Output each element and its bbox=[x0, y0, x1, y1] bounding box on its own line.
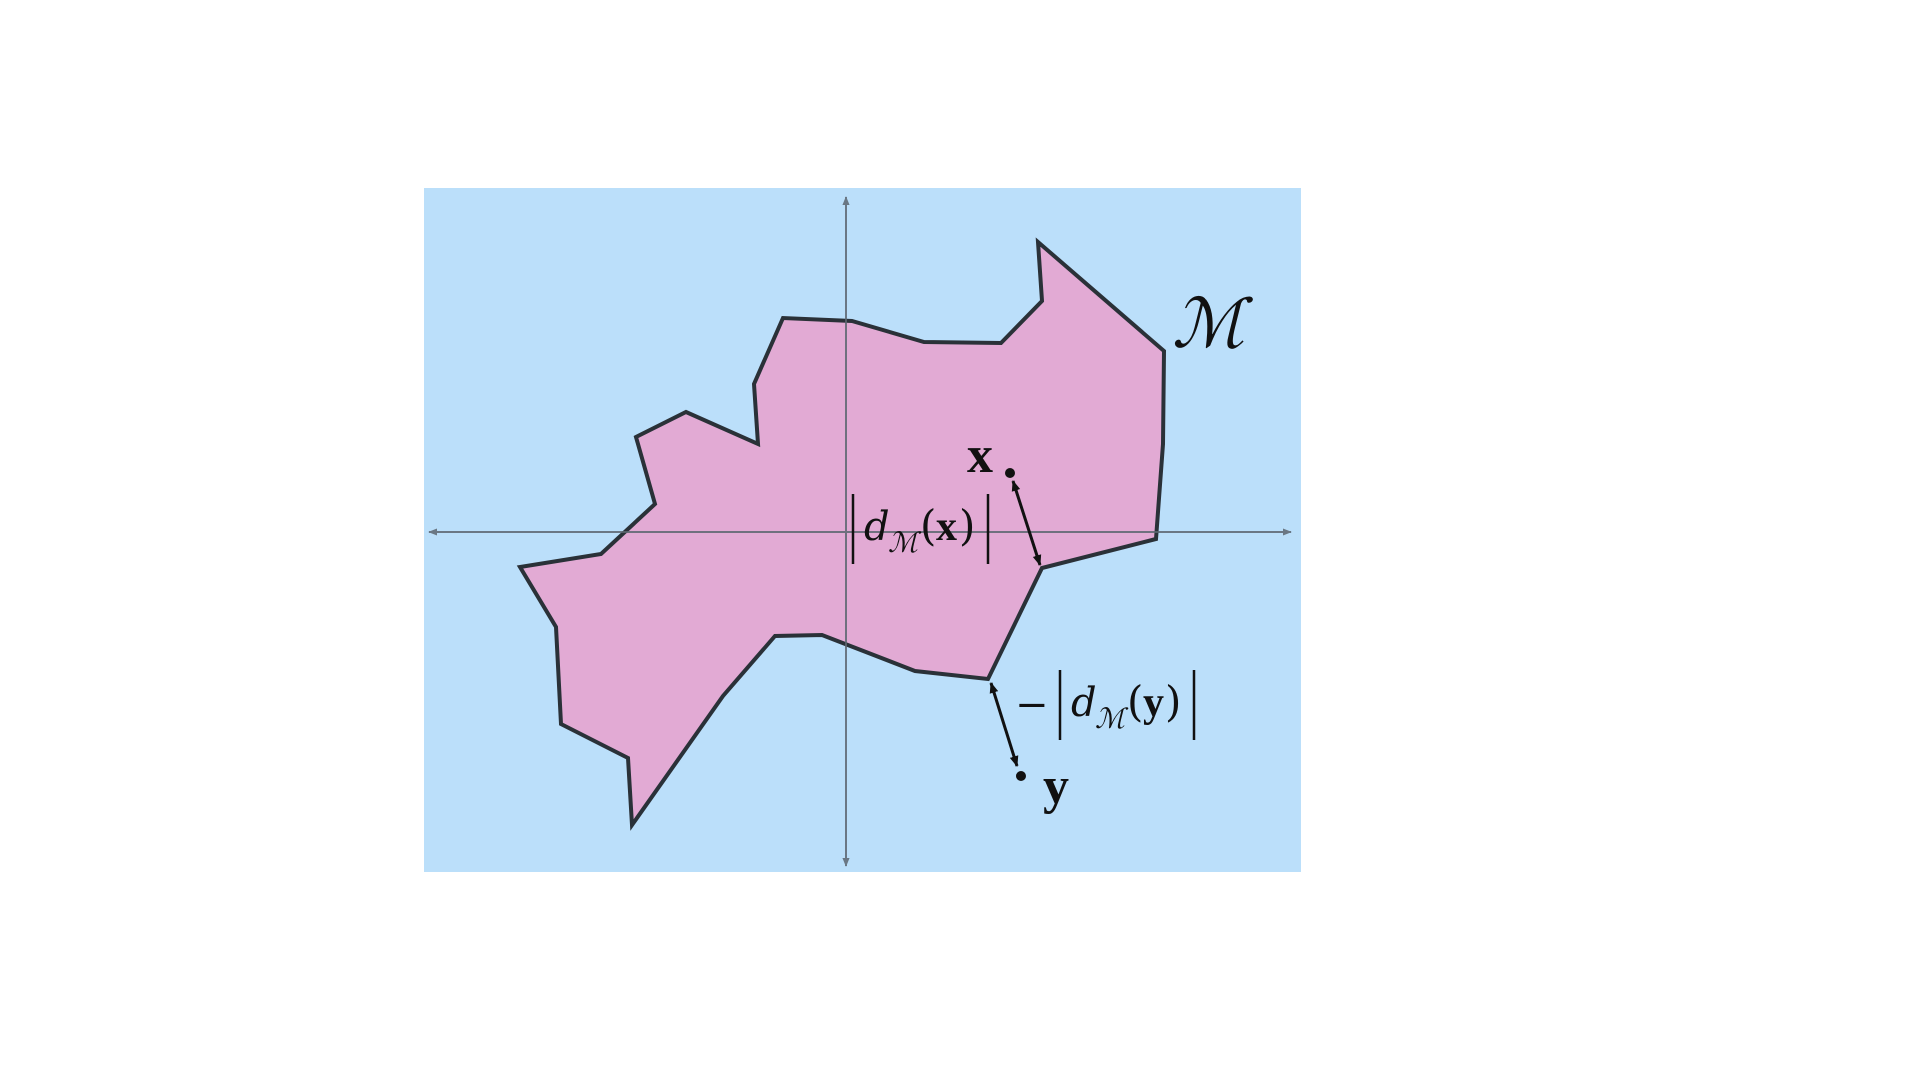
coordinate-axes bbox=[428, 196, 1292, 867]
distance-x-subscript: ℳ bbox=[888, 526, 922, 559]
point-x-label: x bbox=[967, 427, 993, 484]
distance-x-expression: d ℳ ( x ) bbox=[851, 494, 990, 564]
manifold-label: ℳ bbox=[1172, 285, 1254, 364]
point-x-dot bbox=[1005, 468, 1015, 478]
distance-y-minus: − bbox=[1015, 682, 1049, 728]
distance-y-d: d bbox=[1071, 680, 1097, 726]
point-y-dot bbox=[1016, 771, 1026, 781]
distance-y-close-paren: ) bbox=[1165, 677, 1181, 726]
distance-x-argument: x bbox=[936, 504, 957, 550]
distance-y-expression: − d ℳ ( y ) bbox=[1015, 670, 1196, 740]
distance-y-argument: y bbox=[1143, 680, 1164, 726]
distance-arrow-y-icon bbox=[989, 681, 1019, 768]
distance-x-open-paren: ( bbox=[920, 501, 936, 550]
distance-x-d: d bbox=[864, 504, 890, 550]
point-y-label: y bbox=[1043, 758, 1069, 815]
distance-y-subscript: ℳ bbox=[1095, 702, 1129, 735]
distance-y-open-paren: ( bbox=[1127, 677, 1143, 726]
distance-arrow-x-icon bbox=[1011, 479, 1042, 567]
distance-x-close-paren: ) bbox=[959, 501, 975, 550]
